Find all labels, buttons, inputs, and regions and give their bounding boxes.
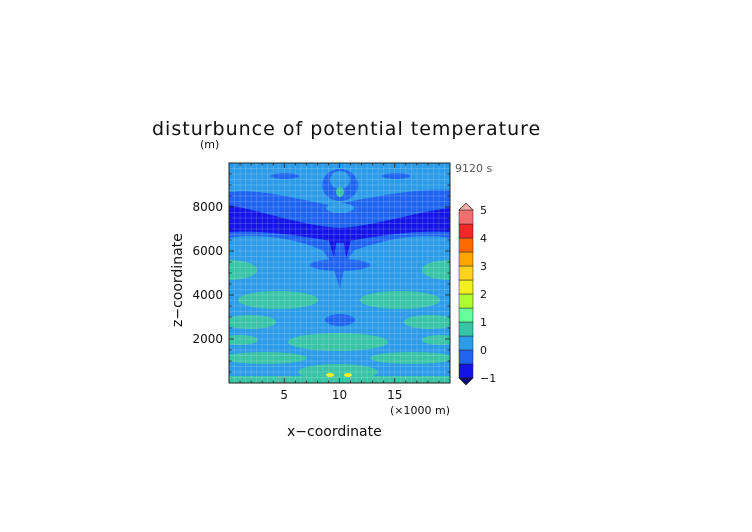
colorbar-segment	[458, 293, 474, 309]
colorbar: −1 0 1 2 3 4 5	[458, 202, 496, 386]
column-core	[336, 187, 344, 197]
colorbar-label: 0	[480, 344, 487, 357]
colorbar-segment	[458, 265, 474, 281]
y-tick-label: 4000	[192, 288, 223, 302]
colorbar-segment	[458, 237, 474, 253]
colorbar-segment	[458, 363, 474, 379]
colorbar-segment	[458, 223, 474, 239]
colorbar-max-triangle	[458, 202, 474, 211]
x-unit-label: (×1000 m)	[390, 404, 450, 417]
time-label: 9120 s	[455, 162, 492, 175]
colorbar-segment	[458, 321, 474, 337]
colorbar-segment	[458, 209, 474, 225]
warm-bubble	[326, 373, 352, 377]
chart-title: disturbunce of potential temperature	[152, 118, 541, 140]
colorbar-segment	[458, 335, 474, 351]
colorbar-segment	[458, 279, 474, 295]
x-ticks: 5 10 15	[239, 163, 440, 402]
colorbar-segment	[458, 251, 474, 267]
colorbar-label: 5	[480, 204, 487, 217]
contour-field	[229, 163, 450, 383]
colorbar-label: 1	[480, 316, 487, 329]
colorbar-segment	[458, 307, 474, 323]
y-tick-label: 8000	[192, 200, 223, 214]
colorbar-label: 3	[480, 260, 487, 273]
colorbar-label: 2	[480, 288, 487, 301]
x-tick-label: 5	[280, 388, 288, 402]
y-tick-label: 6000	[192, 244, 223, 258]
light-column	[326, 171, 354, 213]
y-ticks: 2000 4000 6000 8000	[192, 173, 450, 373]
colorbar-label: −1	[480, 372, 496, 385]
y-unit-label: (m)	[200, 138, 219, 151]
y-axis-label: z−coordinate	[170, 233, 186, 327]
strong-negative-core	[229, 205, 450, 258]
colorbar-min-triangle	[458, 377, 474, 386]
grid	[229, 163, 450, 383]
colorbar-segment	[458, 349, 474, 365]
x-tick-label: 15	[387, 388, 402, 402]
x-tick-label: 10	[332, 388, 347, 402]
x-axis-label: x−coordinate	[287, 424, 382, 440]
y-tick-label: 2000	[192, 332, 223, 346]
colorbar-label: 4	[480, 232, 487, 245]
